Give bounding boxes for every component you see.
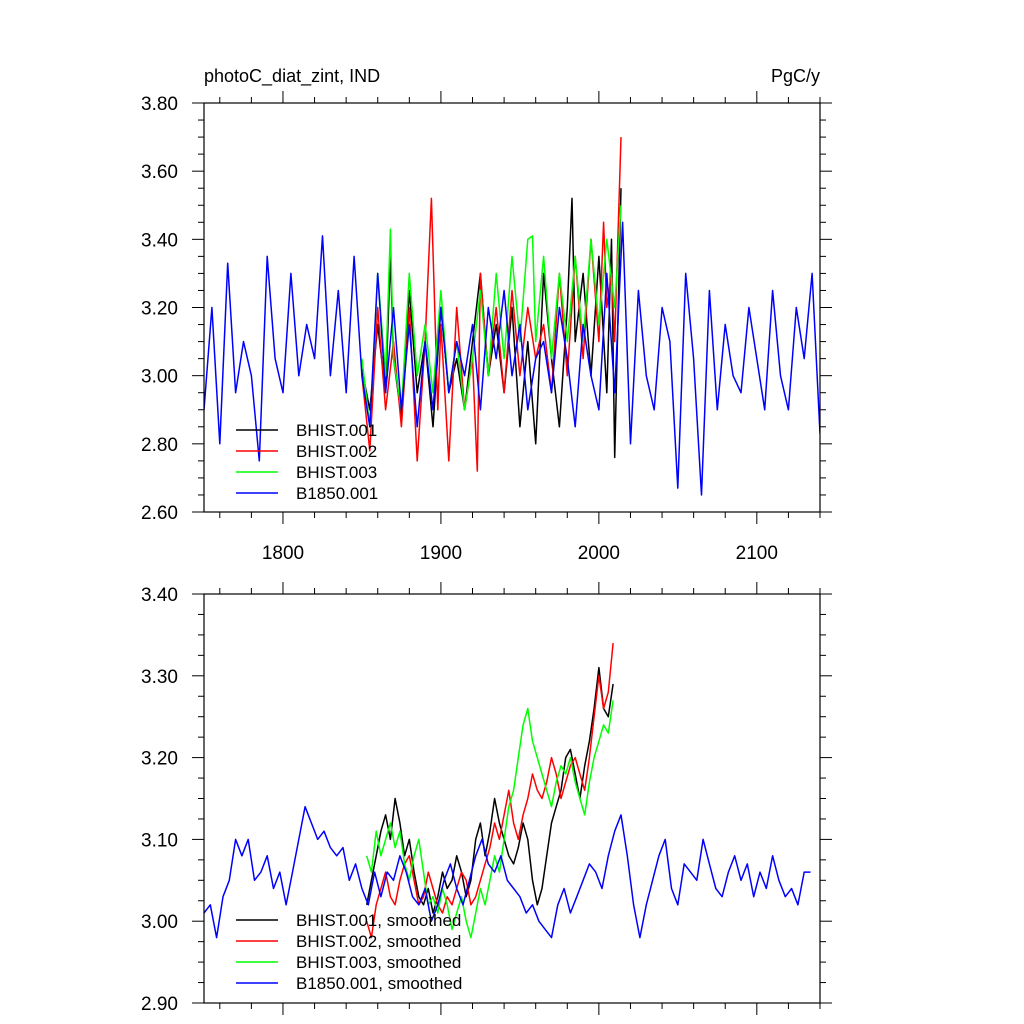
legend-label: B1850.001 [296, 484, 378, 503]
y-tick-label: 3.10 [141, 830, 178, 851]
legend: BHIST.001, smoothed BHIST.002, smoothed BH… [236, 911, 462, 993]
legend-label: BHIST.003, smoothed [296, 953, 461, 972]
legend: BHIST.001 BHIST.002 BHIST.003 B1850.001 [236, 421, 378, 503]
bottom-panel: 2.90 3.00 3.10 3.20 3.30 3.40 BHIST.001, smoot… [141, 582, 832, 1015]
series-line-bhist-003-smoothed [365, 700, 614, 939]
y-tick-label: 3.80 [141, 94, 178, 115]
legend-label: BHIST.003 [296, 463, 377, 482]
series-line-b1850-001 [204, 221, 820, 496]
x-tick-label: 2000 [578, 543, 620, 564]
y-tick-label: 3.40 [141, 230, 178, 251]
y-tick-label: 3.60 [141, 162, 178, 183]
series-line-b1850-001-smoothed [204, 805, 811, 939]
legend-label: BHIST.001 [296, 421, 377, 440]
y-tick-label: 3.40 [141, 585, 178, 606]
x-tick-label: 1900 [420, 543, 462, 564]
y-tick-label: 3.00 [141, 367, 178, 388]
y-tick-label: 3.20 [141, 749, 178, 770]
y-tick-label: 2.80 [141, 435, 178, 456]
legend-label: BHIST.001, smoothed [296, 911, 461, 930]
series-line-bhist-002 [361, 137, 622, 472]
y-tick-label: 3.00 [141, 912, 178, 933]
legend-label: BHIST.002 [296, 442, 377, 461]
y-tick-label: 3.30 [141, 667, 178, 688]
series-line-bhist-002-smoothed [365, 643, 614, 939]
figure-title: photoC_diat_zint, IND [204, 66, 380, 87]
units-label: PgC/y [771, 66, 820, 86]
legend-label: BHIST.002, smoothed [296, 932, 461, 951]
y-tick-label: 2.60 [141, 503, 178, 524]
x-tick-label: 2100 [736, 543, 778, 564]
x-tick-label: 1800 [262, 543, 304, 564]
y-tick-label: 2.90 [141, 994, 178, 1015]
top-panel: 2.60 2.80 3.00 3.20 3.40 3.60 3.80 1800 1900 2000… [141, 91, 832, 564]
legend-label: B1850.001, smoothed [296, 974, 462, 993]
series-line-bhist-001-smoothed [365, 666, 614, 914]
y-tick-label: 3.20 [141, 299, 178, 320]
